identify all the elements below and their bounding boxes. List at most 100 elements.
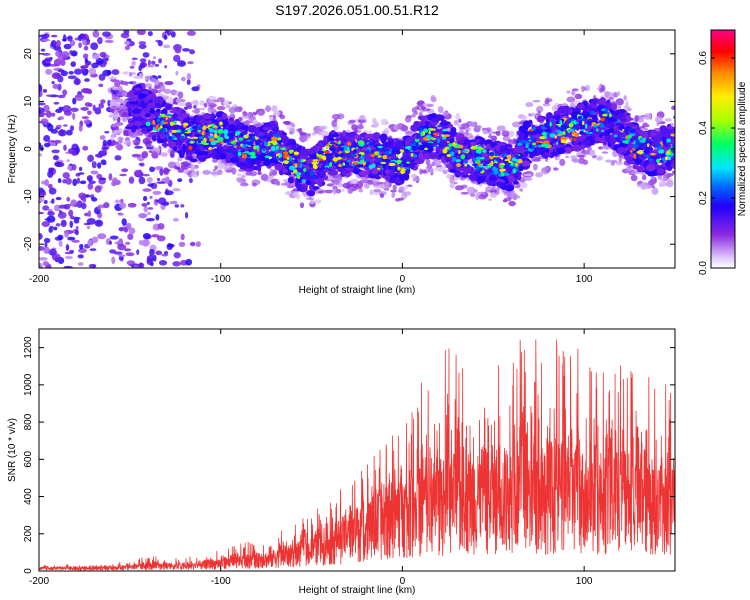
heatmap-cell [542,154,548,159]
heatmap-cell [478,194,487,200]
heatmap-cell [243,134,249,139]
heatmap-cell [468,121,478,128]
heatmap-cell [43,135,51,142]
heatmap-cell [391,191,396,199]
heatmap-cell [565,155,570,159]
heatmap-cell [181,48,191,52]
heatmap-cell [257,171,262,175]
heatmap-cell [149,108,156,114]
heatmap-cell [573,137,576,142]
heatmap-cell [147,211,151,216]
heatmap-cell [94,153,101,158]
heatmap-cell [617,91,621,96]
heatmap-cell [128,122,134,127]
heatmap-cell [164,30,170,34]
heatmap-cell [667,155,672,161]
heatmap-cell [118,110,126,118]
heatmap-cell [155,213,160,221]
heatmap-cell [154,98,165,104]
heatmap-cell [379,193,385,198]
heatmap-cell [584,105,590,110]
heatmap-cell [104,39,114,44]
heatmap-cell [172,217,179,222]
heatmap-cell [141,127,149,131]
heatmap-cell [545,112,553,119]
heatmap-cell [120,80,129,85]
heatmap-cell [427,142,434,148]
heatmap-cell [123,129,129,136]
heatmap-cell [506,154,512,159]
heatmap-cell [639,137,643,141]
heatmap-cell [203,102,208,108]
heatmap-cell [374,151,379,155]
heatmap-cell [172,261,181,267]
heatmap-cell [81,116,89,120]
heatmap-cell [64,230,69,238]
heatmap-cell [641,174,647,181]
heatmap-cell [78,42,82,49]
heatmap-cell [575,123,580,131]
heatmap-cell [293,151,299,156]
heatmap-cell [290,146,298,150]
heatmap-cell [299,202,305,209]
heatmap-cell [122,116,128,123]
heatmap-cell [512,168,517,174]
heatmap-cell [157,197,167,205]
heatmap-cell [312,164,318,170]
heatmap-cell [379,147,386,152]
heatmap-cell [50,112,56,117]
heatmap-cell [318,126,326,130]
heatmap-cell [317,170,327,175]
heatmap-cell [91,62,99,69]
heatmap-cell [304,171,311,177]
heatmap-cell [88,180,96,184]
heatmap-cell [495,158,502,162]
heatmap-cell [200,107,206,111]
heatmap-cell [78,124,83,132]
heatmap-cell [261,158,270,162]
heatmap-cell [163,44,171,49]
heatmap-cell [495,130,501,136]
heatmap-cell [650,161,656,166]
heatmap-cell [502,199,508,203]
heatmap-cell [152,56,157,60]
heatmap-cell [571,158,580,162]
heatmap-cell [597,156,602,161]
heatmap-cell [138,239,143,246]
heatmap-cell [359,122,363,130]
heatmap-cell [173,120,177,124]
heatmap-cell [525,102,534,108]
heatmap-cell [359,179,369,184]
heatmap-cell [666,180,674,188]
heatmap-cell [230,111,234,118]
heatmap-cell [380,183,386,189]
heatmap-cell [150,60,156,65]
heatmap-cell [269,116,274,122]
heatmap-cell [392,184,397,191]
heatmap-cell [249,161,254,168]
heatmap-cell [582,109,588,115]
heatmap-cell [94,54,100,59]
heatmap-cell [146,177,153,184]
heatmap-cell [473,189,478,193]
heatmap-cell [319,158,324,161]
heatmap-cell [66,196,70,202]
heatmap-cell [532,99,541,103]
heatmap-cell [651,187,659,195]
heatmap-cell [380,161,387,165]
heatmap-cell [163,88,172,94]
heatmap-cell [282,168,288,174]
heatmap-cell [366,148,370,153]
heatmap-cell [58,240,63,247]
heatmap-cell [649,158,653,161]
heatmap-cell [463,160,469,164]
heatmap-cell [421,118,426,124]
heatmap-cell [205,120,215,124]
heatmap-cell [116,93,123,97]
heatmap-cell [108,240,112,245]
heatmap-cell [111,95,115,100]
heatmap-cell [178,146,183,150]
heatmap-cell [382,154,388,160]
heatmap-cell [186,30,196,36]
heatmap-cell [468,173,475,180]
